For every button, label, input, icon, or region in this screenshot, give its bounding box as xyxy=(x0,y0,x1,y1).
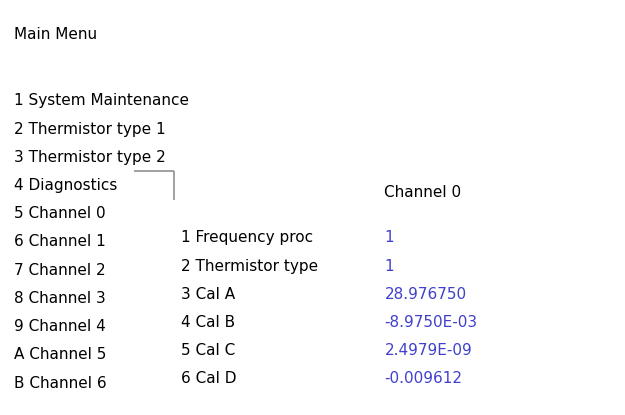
Text: 6 Channel 1: 6 Channel 1 xyxy=(14,234,106,249)
Text: 2.4979E-09: 2.4979E-09 xyxy=(384,343,472,358)
Text: 1 System Maintenance: 1 System Maintenance xyxy=(14,93,189,108)
Text: 3 Thermistor type 2: 3 Thermistor type 2 xyxy=(14,150,166,165)
Text: -8.9750E-03: -8.9750E-03 xyxy=(384,315,478,330)
Text: 4 Diagnostics: 4 Diagnostics xyxy=(14,178,117,193)
Text: 7 Channel 2: 7 Channel 2 xyxy=(14,263,106,278)
Text: 5 Channel 0: 5 Channel 0 xyxy=(14,206,106,221)
Text: 1: 1 xyxy=(384,259,394,273)
Text: 2 Thermistor type 1: 2 Thermistor type 1 xyxy=(14,122,166,137)
Text: Channel 0: Channel 0 xyxy=(384,185,461,200)
Text: B Channel 6: B Channel 6 xyxy=(14,376,106,391)
Text: 4 Cal B: 4 Cal B xyxy=(181,315,236,330)
Text: A Channel 5: A Channel 5 xyxy=(14,347,106,362)
Text: 3 Cal A: 3 Cal A xyxy=(181,287,236,302)
Text: 2 Thermistor type: 2 Thermistor type xyxy=(181,259,318,273)
Text: -0.009612: -0.009612 xyxy=(384,371,462,386)
Text: Main Menu: Main Menu xyxy=(14,27,97,42)
Text: 28.976750: 28.976750 xyxy=(384,287,466,302)
Text: 8 Channel 3: 8 Channel 3 xyxy=(14,291,106,306)
Text: 1 Frequency proc: 1 Frequency proc xyxy=(181,230,313,245)
Text: 9 Channel 4: 9 Channel 4 xyxy=(14,319,106,334)
Text: 1: 1 xyxy=(384,230,394,245)
Text: 5 Cal C: 5 Cal C xyxy=(181,343,236,358)
Text: 6 Cal D: 6 Cal D xyxy=(181,371,237,386)
